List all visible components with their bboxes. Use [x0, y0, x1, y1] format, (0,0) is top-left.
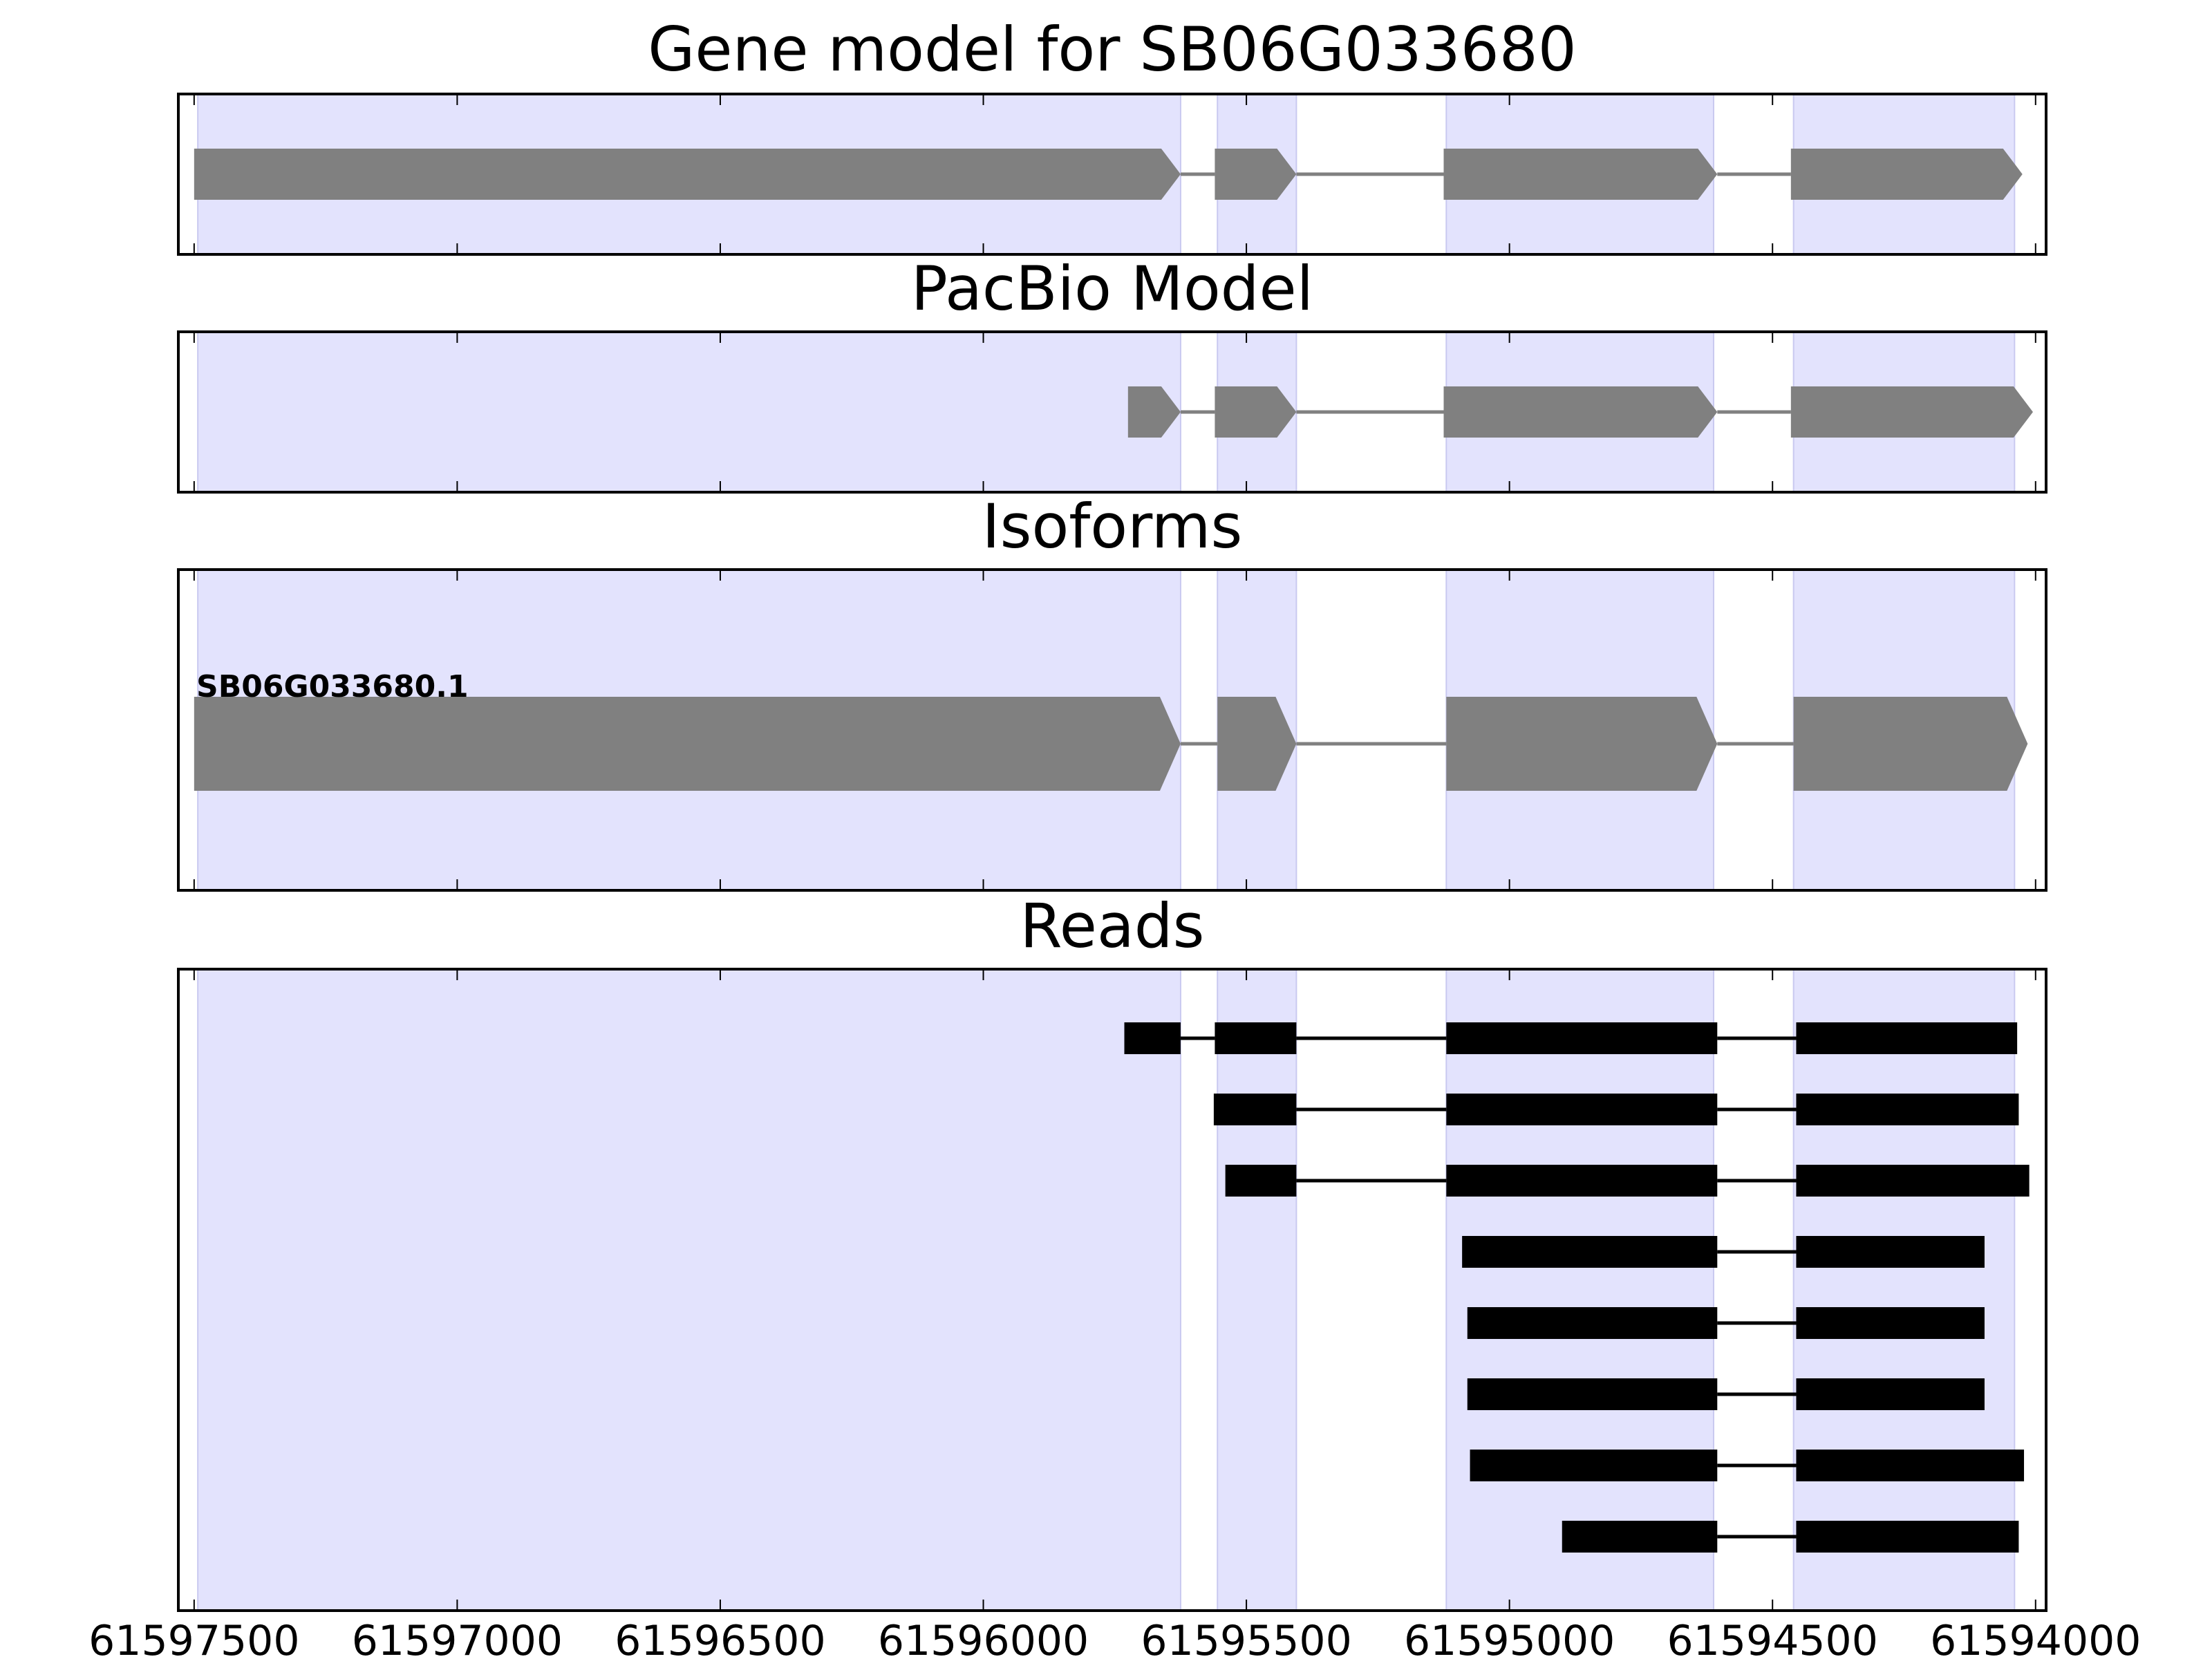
- read-exon: [1796, 1307, 1985, 1339]
- gene-model-panel-title: Gene model for SB06G033680: [648, 14, 1577, 85]
- axes-frame: [177, 330, 2047, 494]
- read-row: [1467, 1307, 1985, 1339]
- read-exon: [1796, 1094, 2019, 1125]
- read-exon: [1796, 1236, 1985, 1268]
- read-exon: [1446, 1094, 1718, 1125]
- read-row: [1562, 1521, 2019, 1553]
- isoform-exon: [1446, 697, 1718, 791]
- read-row: [1124, 1022, 2018, 1054]
- gene-model-exon: [1443, 149, 1718, 200]
- gene-model-exon: [1790, 149, 2023, 200]
- read-exon: [1124, 1022, 1181, 1054]
- isoform-exon: [1793, 697, 2028, 791]
- read-exon: [1467, 1378, 1718, 1410]
- read-exon: [1213, 1094, 1297, 1125]
- x-axis-tick-labels: 61597500 61597000 61596500 61596000 61595500…: [88, 1617, 2141, 1659]
- reads-panel-title: Reads: [1020, 890, 1205, 962]
- x-tick-label: 61594500: [1667, 1617, 1878, 1659]
- exon-highlight-band: [1792, 968, 2016, 1611]
- pacbio-model-exon: [1215, 386, 1297, 438]
- read-exon: [1462, 1236, 1718, 1268]
- read-row: [1467, 1378, 1985, 1410]
- pacbio-model-exon: [1443, 386, 1718, 438]
- read-exon: [1446, 1165, 1718, 1197]
- axes-frame: [177, 968, 2047, 1612]
- read-exon: [1796, 1378, 1985, 1410]
- isoforms-panel: SB06G033680.1: [177, 568, 2047, 892]
- exon-highlight-band: [1217, 968, 1297, 1611]
- x-tick-label: 61594000: [1930, 1617, 2141, 1659]
- read-exon: [1796, 1450, 2025, 1481]
- pacbio-panel-title: PacBio Model: [911, 253, 1313, 324]
- gene-model-exon: [1215, 149, 1297, 200]
- isoforms-panel-title: Isoforms: [982, 491, 1243, 562]
- read-row: [1225, 1165, 2030, 1197]
- gene-model-exon: [194, 149, 1181, 200]
- read-exon: [1215, 1022, 1297, 1054]
- read-exon: [1446, 1022, 1718, 1054]
- read-exon: [1796, 1022, 2018, 1054]
- axes-frame: [177, 93, 2047, 256]
- isoform-exon: [1217, 697, 1297, 791]
- reads-panel: [177, 968, 2047, 1612]
- exon-highlight-band: [1445, 968, 1714, 1611]
- read-exon: [1470, 1450, 1718, 1481]
- x-tick-label: 61597000: [352, 1617, 563, 1659]
- isoform-label: SB06G033680.1: [196, 669, 469, 704]
- read-row: [1462, 1236, 1985, 1268]
- x-tick-label: 61596000: [878, 1617, 1089, 1659]
- read-row: [1213, 1094, 2019, 1125]
- read-exon: [1225, 1165, 1297, 1197]
- exon-highlight-band: [197, 968, 1181, 1611]
- axes-frame: [177, 568, 2047, 892]
- pacbio-model-exon: [1127, 386, 1181, 438]
- gene-model-panel: [177, 93, 2047, 256]
- pacbio-model-panel: [177, 330, 2047, 494]
- exon-highlight-band: [197, 331, 1181, 493]
- x-tick-label: 61596500: [615, 1617, 825, 1659]
- read-exon: [1467, 1307, 1718, 1339]
- x-tick-label: 61595000: [1404, 1617, 1615, 1659]
- read-exon: [1796, 1521, 2019, 1553]
- pacbio-model-exon: [1790, 386, 2033, 438]
- isoform-exon: [194, 697, 1181, 791]
- read-exon: [1562, 1521, 1718, 1553]
- x-tick-label: 61595500: [1141, 1617, 1351, 1659]
- read-exon: [1796, 1165, 2030, 1197]
- read-row: [1470, 1450, 2025, 1481]
- x-tick-label: 61597500: [88, 1617, 299, 1659]
